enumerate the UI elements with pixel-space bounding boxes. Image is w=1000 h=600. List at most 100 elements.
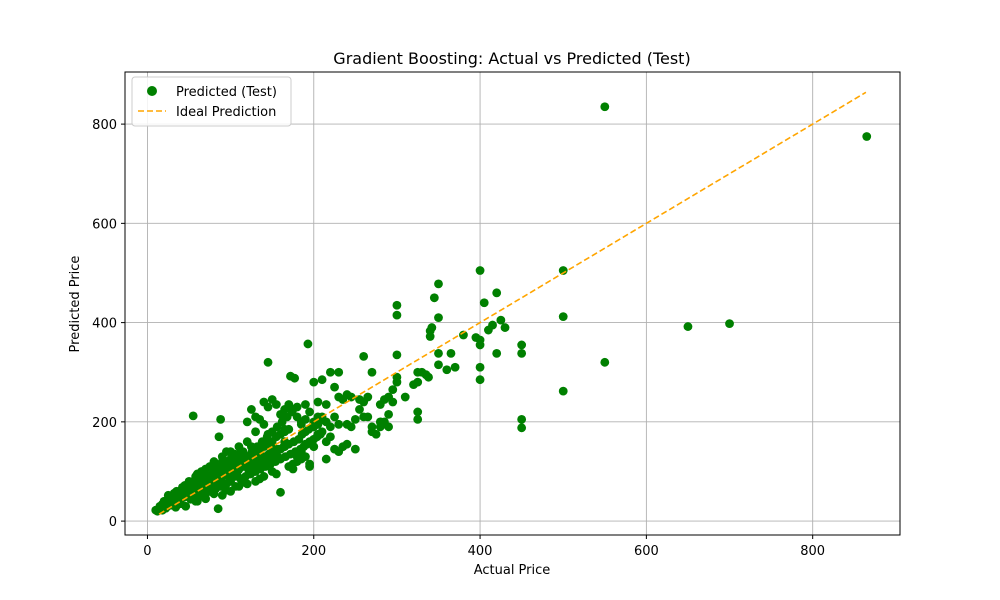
scatter-point bbox=[251, 427, 260, 437]
scatter-point bbox=[425, 332, 435, 341]
scatter-point bbox=[274, 453, 284, 462]
scatter-point bbox=[177, 482, 187, 492]
scatter-point bbox=[263, 357, 273, 367]
scatter-point bbox=[475, 266, 485, 275]
scatter-point bbox=[232, 471, 242, 480]
axes: 0 200 400 600 800 0 200 400 600 800 bbox=[92, 71, 901, 559]
scatter-point bbox=[303, 339, 313, 349]
scatter-point bbox=[434, 348, 443, 358]
plot-area bbox=[151, 91, 872, 516]
scatter-point bbox=[244, 466, 254, 475]
scatter-point bbox=[219, 461, 229, 470]
scatter-point bbox=[350, 444, 360, 454]
scatter-point bbox=[558, 266, 568, 275]
scatter-point bbox=[216, 414, 226, 424]
scatter-point bbox=[201, 477, 211, 486]
scatter-point bbox=[683, 322, 693, 331]
scatter-point bbox=[392, 300, 402, 310]
scatter-point bbox=[238, 447, 248, 457]
scatter-point bbox=[342, 439, 352, 449]
scatter-point bbox=[413, 414, 423, 424]
scatter-point bbox=[392, 350, 402, 360]
scatter-point bbox=[334, 447, 344, 457]
scatter-point bbox=[500, 323, 510, 332]
scatter-point bbox=[517, 414, 527, 424]
scatter-point bbox=[309, 377, 319, 387]
scatter-point bbox=[359, 412, 369, 422]
scatter-point bbox=[192, 496, 202, 506]
scatter-point bbox=[367, 367, 377, 377]
scatter-point bbox=[359, 351, 369, 361]
scatter-point bbox=[246, 405, 256, 414]
scatter-point bbox=[442, 365, 452, 375]
scatter-point bbox=[388, 385, 398, 394]
scatter-point bbox=[475, 340, 485, 350]
scatter-point bbox=[392, 310, 402, 320]
scatter-point bbox=[330, 382, 339, 392]
x-axis-label: Actual Price bbox=[474, 563, 551, 578]
scatter-point bbox=[214, 432, 224, 442]
scatter-point bbox=[255, 444, 265, 454]
scatter-point bbox=[280, 442, 290, 452]
scatter-point bbox=[488, 320, 497, 330]
scatter-point bbox=[427, 323, 437, 332]
scatter-point bbox=[517, 340, 527, 350]
scatter-point bbox=[424, 372, 433, 382]
scatter-point bbox=[301, 400, 310, 409]
scatter-point bbox=[434, 313, 443, 323]
x-tick-label: 600 bbox=[634, 544, 659, 559]
scatter-point bbox=[334, 367, 344, 377]
scatter-point bbox=[475, 362, 485, 372]
scatter-point bbox=[199, 470, 209, 479]
scatter-point bbox=[392, 372, 402, 382]
scatter-point bbox=[305, 462, 315, 471]
scatter-point bbox=[334, 419, 344, 429]
scatter-point bbox=[309, 422, 319, 432]
scatter-point bbox=[296, 447, 306, 457]
scatter-point bbox=[367, 427, 377, 437]
scatter-point bbox=[255, 414, 265, 424]
scatter-point bbox=[862, 132, 872, 141]
scatter-point bbox=[242, 437, 252, 447]
scatter-point bbox=[288, 459, 298, 469]
scatter-point bbox=[269, 443, 279, 453]
scatter-point bbox=[267, 467, 277, 476]
scatter-point bbox=[317, 375, 327, 385]
scatter-point bbox=[202, 484, 212, 494]
scatter-point bbox=[325, 432, 335, 442]
scatter-point bbox=[325, 367, 335, 377]
scatter-point bbox=[400, 392, 410, 402]
scatter-point bbox=[313, 397, 323, 407]
scatter-point bbox=[413, 377, 423, 387]
scatter-point bbox=[375, 417, 385, 427]
x-tick-label: 0 bbox=[143, 544, 151, 559]
scatter-point bbox=[330, 412, 339, 422]
scatter-point bbox=[384, 410, 393, 419]
scatter-point bbox=[301, 414, 310, 424]
legend: Predicted (Test) Ideal Prediction bbox=[131, 76, 292, 127]
scatter-point bbox=[388, 397, 398, 407]
scatter-point bbox=[496, 315, 506, 325]
ideal-prediction-line bbox=[158, 91, 867, 515]
scatter-point bbox=[413, 407, 423, 417]
scatter-point bbox=[355, 395, 364, 404]
scatter-point bbox=[192, 489, 202, 499]
scatter-point bbox=[363, 392, 373, 402]
scatter-point bbox=[346, 392, 356, 402]
scatter-point bbox=[276, 487, 285, 497]
x-tick-label: 200 bbox=[301, 544, 326, 559]
scatter-point bbox=[342, 419, 352, 429]
y-axis-label: Predicted Price bbox=[68, 256, 83, 353]
scatter-point bbox=[209, 489, 219, 499]
scatter-point bbox=[600, 102, 610, 112]
scatter-point bbox=[186, 485, 196, 495]
scatter-point bbox=[459, 330, 468, 340]
scatter-point bbox=[492, 348, 502, 358]
scatter-point bbox=[558, 312, 568, 322]
scatter-point bbox=[517, 423, 527, 433]
scatter-point bbox=[213, 504, 223, 514]
plot-frame bbox=[124, 71, 901, 536]
y-tick-label: 0 bbox=[109, 515, 117, 530]
